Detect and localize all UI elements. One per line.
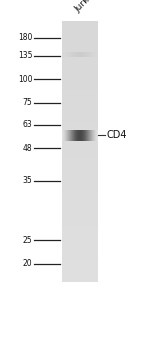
Bar bbox=[62, 265, 98, 269]
Bar bbox=[62, 93, 98, 96]
Text: CD4: CD4 bbox=[106, 130, 127, 140]
Bar bbox=[62, 77, 98, 80]
Bar bbox=[62, 177, 98, 181]
Bar bbox=[62, 125, 98, 129]
Bar bbox=[62, 252, 98, 256]
Bar bbox=[62, 164, 98, 168]
Bar bbox=[62, 28, 98, 31]
Bar bbox=[62, 171, 98, 174]
Bar bbox=[62, 99, 98, 103]
Bar bbox=[62, 262, 98, 265]
Bar bbox=[62, 213, 98, 217]
Bar bbox=[62, 187, 98, 191]
Bar bbox=[62, 31, 98, 35]
Bar bbox=[62, 34, 98, 38]
Bar bbox=[62, 90, 98, 93]
Bar bbox=[62, 106, 98, 109]
Bar bbox=[62, 229, 98, 233]
Text: 25: 25 bbox=[23, 236, 32, 244]
Bar bbox=[62, 116, 98, 119]
Bar bbox=[62, 151, 98, 155]
Bar bbox=[62, 142, 98, 145]
Bar bbox=[62, 155, 98, 158]
Bar bbox=[62, 268, 98, 272]
Bar bbox=[62, 239, 98, 243]
Bar bbox=[62, 258, 98, 262]
Text: Jurkat: Jurkat bbox=[74, 0, 99, 14]
Text: 63: 63 bbox=[22, 120, 32, 129]
Bar bbox=[62, 112, 98, 116]
Bar bbox=[62, 54, 98, 57]
Bar bbox=[62, 129, 98, 132]
Bar bbox=[62, 38, 98, 41]
Bar bbox=[62, 245, 98, 249]
Bar bbox=[62, 278, 98, 282]
Bar bbox=[62, 122, 98, 126]
Bar bbox=[62, 119, 98, 122]
Bar bbox=[62, 86, 98, 90]
Bar bbox=[62, 96, 98, 100]
Bar bbox=[62, 197, 98, 200]
Bar bbox=[62, 44, 98, 48]
Bar bbox=[62, 226, 98, 230]
Bar bbox=[62, 138, 98, 142]
Text: 180: 180 bbox=[18, 34, 32, 42]
Bar bbox=[62, 25, 98, 28]
Bar bbox=[62, 216, 98, 220]
Bar bbox=[62, 80, 98, 83]
Bar bbox=[62, 132, 98, 135]
Bar bbox=[62, 219, 98, 223]
Bar bbox=[62, 223, 98, 226]
Bar bbox=[62, 271, 98, 275]
Bar bbox=[62, 135, 98, 139]
Bar bbox=[62, 174, 98, 178]
Bar bbox=[62, 242, 98, 246]
Bar bbox=[62, 47, 98, 51]
Bar bbox=[62, 83, 98, 87]
Bar bbox=[62, 184, 98, 187]
Text: 75: 75 bbox=[22, 99, 32, 107]
Bar bbox=[62, 145, 98, 148]
Bar bbox=[62, 210, 98, 213]
Text: 20: 20 bbox=[23, 259, 32, 268]
Bar bbox=[62, 57, 98, 61]
Bar bbox=[62, 249, 98, 252]
Bar bbox=[62, 200, 98, 204]
Bar bbox=[62, 158, 98, 161]
Bar bbox=[62, 22, 98, 282]
Bar bbox=[62, 203, 98, 207]
Text: 135: 135 bbox=[18, 52, 32, 60]
Bar bbox=[62, 180, 98, 184]
Bar bbox=[62, 168, 98, 171]
Bar bbox=[62, 64, 98, 67]
Bar bbox=[62, 70, 98, 74]
Bar bbox=[62, 21, 98, 25]
Bar bbox=[62, 60, 98, 64]
Text: 100: 100 bbox=[18, 75, 32, 84]
Bar bbox=[62, 190, 98, 194]
Bar bbox=[62, 51, 98, 54]
Text: 48: 48 bbox=[23, 144, 32, 152]
Bar bbox=[62, 236, 98, 239]
Bar bbox=[62, 255, 98, 259]
Bar bbox=[62, 148, 98, 152]
Bar bbox=[62, 73, 98, 77]
Bar bbox=[62, 109, 98, 113]
Bar bbox=[62, 193, 98, 197]
Bar bbox=[62, 275, 98, 278]
Bar bbox=[62, 232, 98, 236]
Bar bbox=[62, 41, 98, 44]
Text: 35: 35 bbox=[22, 176, 32, 185]
Bar bbox=[62, 161, 98, 165]
Bar bbox=[62, 103, 98, 106]
Bar bbox=[62, 206, 98, 210]
Bar bbox=[62, 67, 98, 70]
